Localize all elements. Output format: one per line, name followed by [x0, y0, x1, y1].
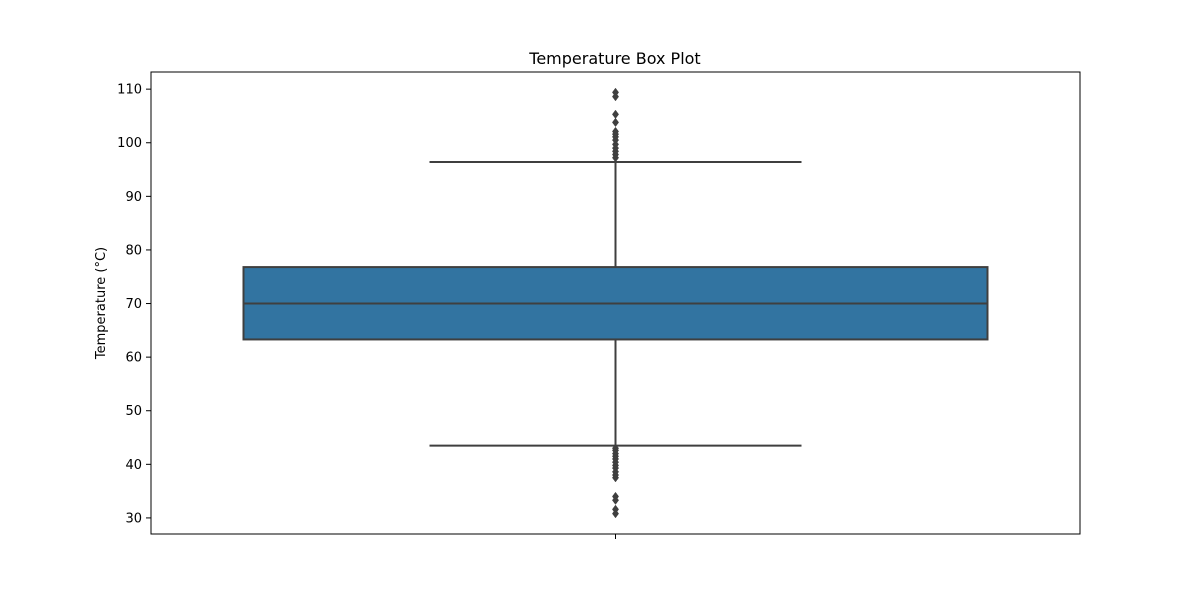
outlier-point — [612, 126, 619, 137]
outlier-point — [612, 109, 619, 119]
outlier-point — [612, 117, 619, 127]
y-tick-label: 80 — [125, 243, 142, 258]
outlier-point — [612, 495, 619, 505]
y-tick-label: 100 — [117, 136, 142, 151]
outlier-point — [612, 473, 619, 483]
outliers-group — [612, 87, 619, 519]
y-tick-label: 70 — [125, 297, 142, 312]
y-tick-label: 110 — [117, 83, 142, 98]
plot-frame — [150, 71, 1081, 535]
outlier-point — [612, 509, 619, 519]
y-tick-label: 90 — [125, 190, 142, 205]
y-axis-label: Temperature (°C) — [94, 247, 109, 360]
y-tick-label: 60 — [125, 351, 142, 366]
y-axis-ticks: 30 40 50 60 70 80 90 100 110 — [117, 83, 151, 526]
chart-title: Temperature Box Plot — [528, 49, 700, 68]
y-tick-label: 40 — [125, 458, 142, 473]
box-group — [242, 161, 989, 447]
y-tick-label: 30 — [125, 511, 142, 526]
outlier-point — [612, 87, 619, 97]
y-tick-label: 50 — [125, 404, 142, 419]
